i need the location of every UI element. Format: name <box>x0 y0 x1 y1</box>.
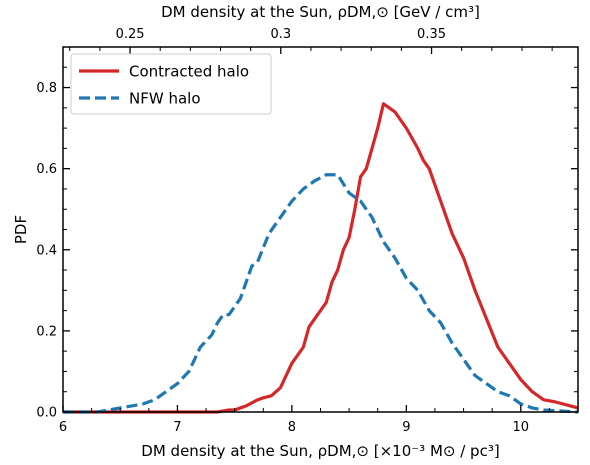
series-group <box>63 102 579 414</box>
x-tick-label: 10 <box>513 420 530 435</box>
top-tick-label: 0.35 <box>417 27 446 42</box>
top-tick-label: 0.25 <box>116 27 145 42</box>
x-tick-label: 6 <box>59 420 67 435</box>
y-axis-label: PDF <box>12 215 30 244</box>
y-tick-label: 0.6 <box>36 162 57 177</box>
x-tick-label: 7 <box>173 420 181 435</box>
top-tick-label: 0.3 <box>270 27 291 42</box>
left-ticks: 0.0 0.2 0.4 0.6 0.8 <box>36 46 70 421</box>
legend-label: NFW halo <box>129 90 201 108</box>
top-axis-label: DM density at the Sun, ρDM,⊙ [GeV / cm³] <box>161 3 480 21</box>
x-tick-label: 8 <box>288 420 296 435</box>
legend: Contracted halo NFW halo <box>70 53 272 115</box>
top-ticks: 0.25 0.3 0.35 <box>69 27 553 54</box>
x-axis-label: DM density at the Sun, ρDM,⊙ [×10⁻³ M⊙ /… <box>141 442 499 460</box>
legend-label: Contracted halo <box>129 63 249 81</box>
y-tick-label: 0.2 <box>36 324 57 339</box>
series-line-nfw-halo <box>63 173 579 414</box>
series-line-contracted-halo <box>63 102 579 414</box>
y-tick-label: 0.8 <box>36 81 57 96</box>
y-tick-label: 0.4 <box>36 243 57 258</box>
y-tick-label: 0.0 <box>36 406 57 421</box>
right-ticks <box>571 46 578 413</box>
x-tick-label: 9 <box>402 420 410 435</box>
legend-box <box>70 53 272 115</box>
bottom-ticks: 6 7 8 9 10 <box>59 405 579 435</box>
